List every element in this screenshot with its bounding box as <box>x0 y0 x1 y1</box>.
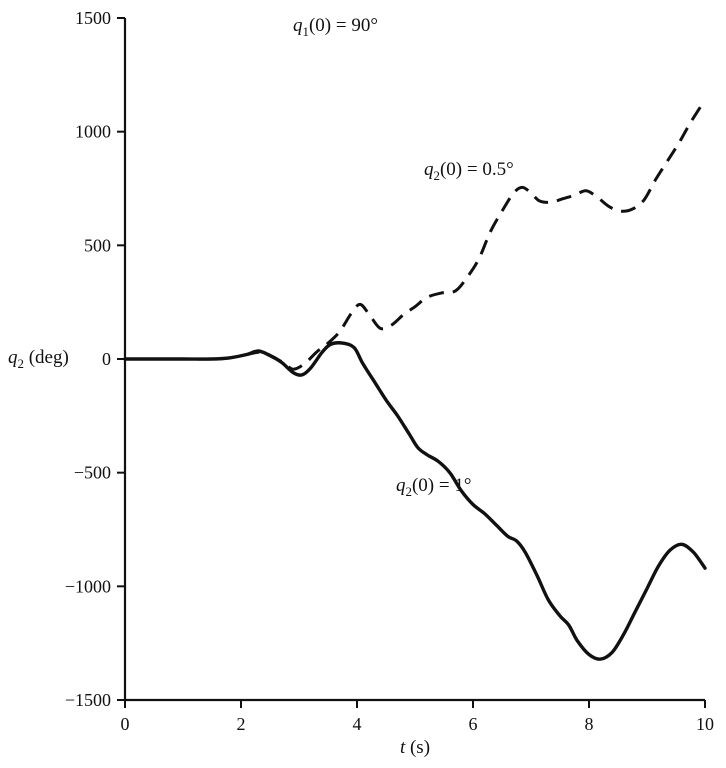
y-axis-text: (deg) <box>23 347 69 368</box>
x-axis-variable: t <box>399 737 406 758</box>
y-axis-label: q2 (deg) <box>8 347 69 371</box>
solid-label-text: (0) = 1° <box>411 475 472 496</box>
solid-series-annotation: q2(0) = 1° <box>396 475 472 499</box>
series-path-solid <box>123 341 707 661</box>
dashed-series-annotation: q2(0) = 0.5° <box>424 159 514 183</box>
series-path-dashed <box>125 98 707 371</box>
x-tick-label: 0 <box>121 714 130 734</box>
title-variable: q <box>293 15 303 36</box>
y-axis-subscript: 2 <box>17 355 24 371</box>
y-tick-label: −500 <box>74 463 111 483</box>
dashed-label-text: (0) = 0.5° <box>439 159 514 180</box>
x-tick-label: 8 <box>585 714 594 734</box>
y-tick-label: 500 <box>84 235 111 255</box>
x-tick-label: 4 <box>353 714 362 734</box>
y-axis-variable: q <box>8 347 18 368</box>
x-tick-label: 10 <box>696 714 714 734</box>
solid-label-subscript: 2 <box>405 483 412 499</box>
dashed-label-subscript: 2 <box>433 167 440 183</box>
x-axis-label: t (s) <box>399 737 431 759</box>
y-tick-label: 0 <box>102 349 111 369</box>
title-subscript: 1 <box>302 23 309 39</box>
x-tick-label: 6 <box>469 714 478 734</box>
title-text: (0) = 90° <box>308 15 378 36</box>
y-tick-label: −1500 <box>65 690 111 710</box>
y-tick-label: 1000 <box>75 122 111 142</box>
title-annotation: q1(0) = 90° <box>293 15 378 39</box>
dashed-label-variable: q <box>424 159 434 180</box>
solid-label-variable: q <box>396 475 406 496</box>
x-axis-text: (s) <box>405 737 431 758</box>
y-tick-label: 1500 <box>75 8 111 28</box>
y-tick-label: −1000 <box>65 576 111 596</box>
x-tick-label: 2 <box>237 714 246 734</box>
